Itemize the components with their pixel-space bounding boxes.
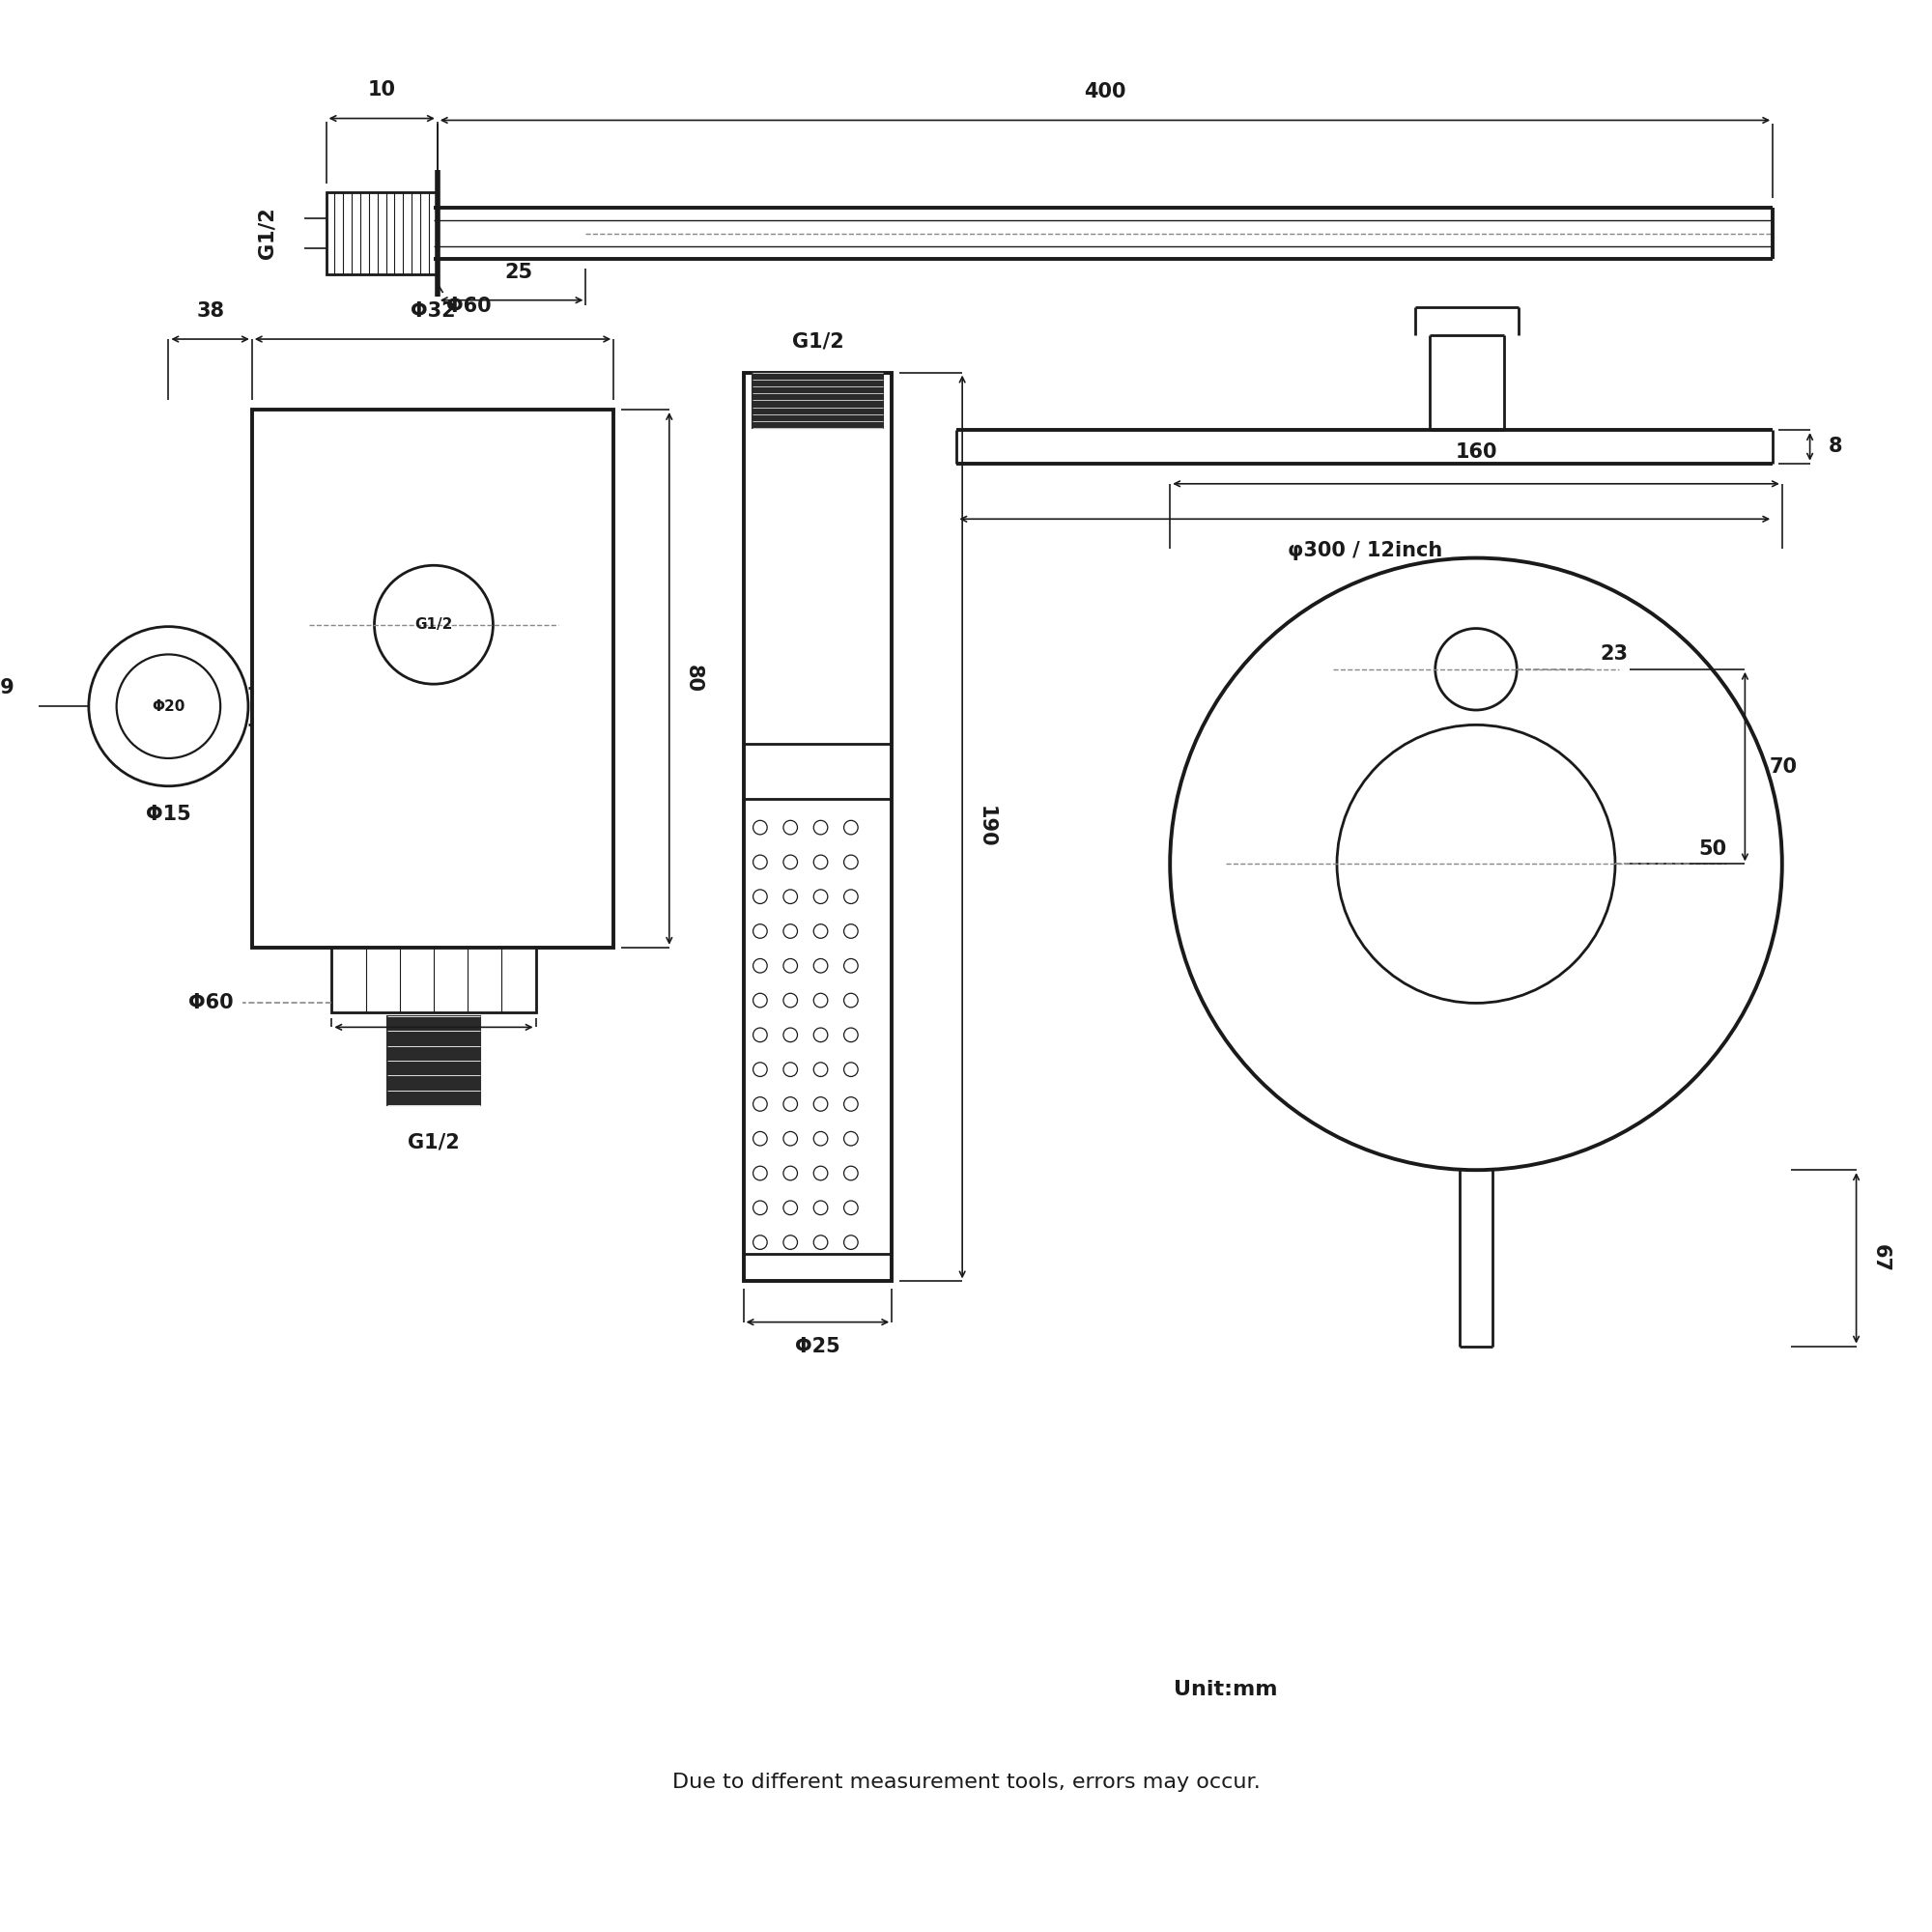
Text: 67: 67: [1870, 1244, 1889, 1271]
Text: Φ60: Φ60: [446, 296, 493, 315]
Text: Φ32: Φ32: [410, 301, 456, 321]
Text: 20: 20: [419, 1041, 448, 1061]
Text: G1/2: G1/2: [408, 1132, 460, 1151]
Text: Unit:mm: Unit:mm: [1175, 1679, 1277, 1698]
Text: 8: 8: [1828, 437, 1843, 456]
Text: φ300 / 12inch: φ300 / 12inch: [1287, 541, 1441, 560]
Text: 70: 70: [1770, 757, 1797, 777]
Bar: [744, 373, 893, 1281]
Text: G1/2: G1/2: [792, 332, 844, 352]
Bar: [332, 947, 535, 1012]
Text: G1/2: G1/2: [257, 207, 276, 259]
Bar: [251, 410, 614, 947]
Text: 38: 38: [197, 301, 224, 321]
Text: 160: 160: [1455, 442, 1497, 462]
Text: G1/2: G1/2: [415, 618, 452, 632]
Bar: [327, 193, 437, 274]
Text: Due to different measurement tools, errors may occur.: Due to different measurement tools, erro…: [672, 1772, 1260, 1791]
Bar: [753, 373, 883, 429]
Text: 25: 25: [504, 263, 533, 282]
Text: 50: 50: [1698, 840, 1727, 860]
Text: Φ25: Φ25: [796, 1337, 840, 1356]
Text: 23: 23: [1600, 645, 1629, 665]
Bar: [386, 1016, 479, 1105]
Text: Φ20: Φ20: [153, 699, 185, 713]
Text: 190: 190: [978, 806, 997, 848]
Text: Φ60: Φ60: [187, 993, 234, 1012]
Text: Φ29: Φ29: [0, 678, 15, 697]
Text: 10: 10: [367, 81, 396, 100]
Text: Φ15: Φ15: [147, 804, 191, 823]
Text: 80: 80: [684, 665, 703, 692]
Text: 400: 400: [1084, 83, 1126, 102]
